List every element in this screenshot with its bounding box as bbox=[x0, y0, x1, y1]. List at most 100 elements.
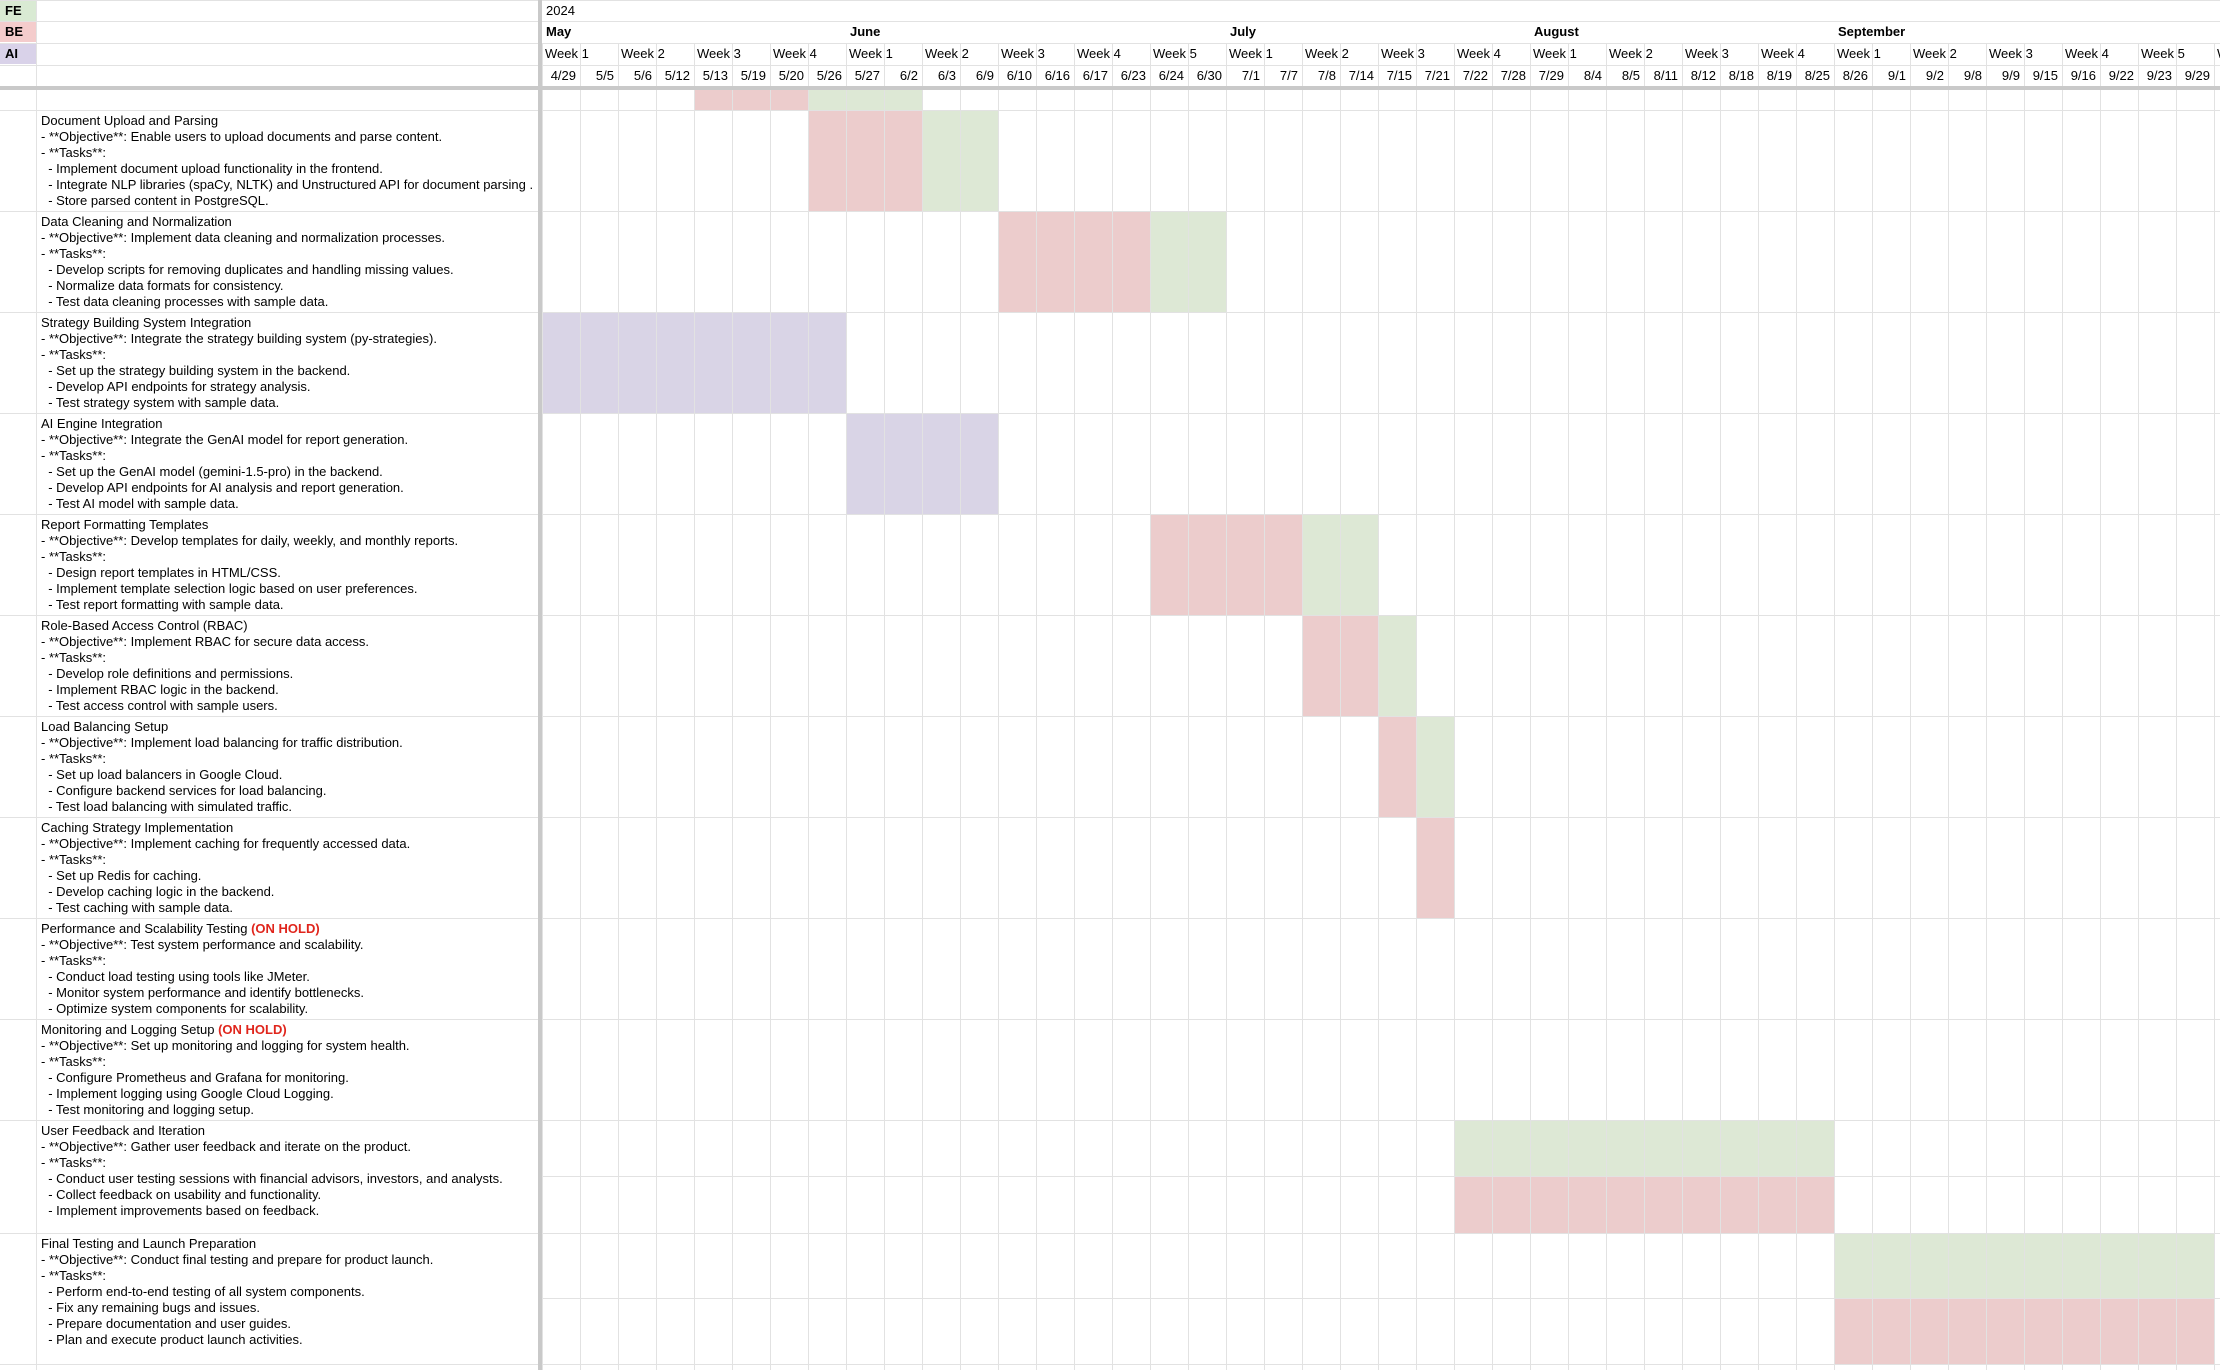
date-cell[interactable]: 8/11 bbox=[1653, 68, 1678, 83]
date-cell[interactable]: 9/15 bbox=[2032, 68, 2058, 83]
task-cell[interactable]: Caching Strategy Implementation - **Objec… bbox=[41, 820, 410, 916]
date-cell[interactable]: 5/13 bbox=[702, 68, 728, 83]
date-cell[interactable]: 9/16 bbox=[2070, 68, 2096, 83]
date-cell[interactable]: 5/5 bbox=[595, 68, 614, 83]
task-cell[interactable]: Final Testing and Launch Preparation - **… bbox=[41, 1236, 433, 1348]
task-cell[interactable]: Document Upload and Parsing - **Objective… bbox=[41, 113, 533, 209]
date-cell[interactable]: 8/26 bbox=[1842, 68, 1868, 83]
task-cell[interactable]: Monitoring and Logging Setup (ON HOLD) - … bbox=[41, 1022, 410, 1118]
week-label[interactable]: Week 4 bbox=[2065, 46, 2109, 61]
date-cell[interactable]: 6/16 bbox=[1044, 68, 1070, 83]
date-cell[interactable]: 8/18 bbox=[1728, 68, 1754, 83]
gantt-bar-fe[interactable] bbox=[1378, 615, 1416, 716]
gantt-bar-be[interactable] bbox=[1416, 817, 1454, 918]
week-label[interactable]: Week 5 bbox=[1153, 46, 1197, 61]
frozen-column-divider[interactable] bbox=[538, 0, 542, 1370]
month-label[interactable]: July bbox=[1230, 24, 1257, 39]
week-label[interactable]: Week 5 bbox=[2141, 46, 2185, 61]
date-cell[interactable]: 5/19 bbox=[740, 68, 766, 83]
date-cell[interactable]: 7/15 bbox=[1386, 68, 1412, 83]
date-cell[interactable]: 6/17 bbox=[1082, 68, 1108, 83]
date-cell[interactable]: 9/2 bbox=[1925, 68, 1944, 83]
month-label[interactable]: May bbox=[546, 24, 572, 39]
task-cell[interactable]: Load Balancing Setup - **Objective**: Imp… bbox=[41, 719, 403, 815]
month-label[interactable]: September bbox=[1838, 24, 1906, 39]
week-label[interactable]: Week 4 bbox=[1457, 46, 1501, 61]
date-cell[interactable]: 5/12 bbox=[664, 68, 690, 83]
date-cell[interactable]: 6/24 bbox=[1158, 68, 1184, 83]
legend-be[interactable]: BE bbox=[0, 21, 36, 42]
month-label[interactable]: August bbox=[1534, 24, 1579, 39]
week-label[interactable]: Week 2 bbox=[1305, 46, 1349, 61]
date-cell[interactable]: 7/29 bbox=[1538, 68, 1564, 83]
task-cell[interactable]: User Feedback and Iteration - **Objective… bbox=[41, 1123, 503, 1219]
date-cell[interactable]: 6/9 bbox=[975, 68, 994, 83]
date-cell[interactable]: 8/5 bbox=[1621, 68, 1640, 83]
week-label[interactable]: Week 3 bbox=[697, 46, 741, 61]
date-cell[interactable]: 5/26 bbox=[816, 68, 842, 83]
date-cell[interactable]: 6/2 bbox=[899, 68, 918, 83]
task-cell[interactable]: Data Cleaning and Normalization - **Objec… bbox=[41, 214, 454, 310]
date-cell[interactable]: 9/9 bbox=[2001, 68, 2020, 83]
task-cell[interactable]: Report Formatting Templates - **Objective… bbox=[41, 517, 458, 613]
week-label[interactable]: Week 1 bbox=[849, 46, 893, 61]
week-label[interactable]: Week 2 bbox=[621, 46, 665, 61]
gantt-bar-be[interactable] bbox=[808, 110, 922, 211]
week-label[interactable]: Week 4 bbox=[773, 46, 817, 61]
week-label[interactable]: Week 3 bbox=[1685, 46, 1729, 61]
date-cell[interactable]: 9/23 bbox=[2146, 68, 2172, 83]
week-label[interactable]: Week 1 bbox=[1229, 46, 1273, 61]
frozen-row-divider[interactable] bbox=[0, 86, 2220, 90]
date-cell[interactable]: 6/3 bbox=[937, 68, 956, 83]
date-cell[interactable]: 8/4 bbox=[1583, 68, 1602, 83]
task-cell[interactable]: AI Engine Integration - **Objective**: In… bbox=[41, 416, 408, 512]
date-cell[interactable]: 7/28 bbox=[1500, 68, 1526, 83]
task-title: User Feedback and Iteration bbox=[41, 1123, 503, 1139]
date-cell[interactable]: 8/19 bbox=[1766, 68, 1792, 83]
date-cell[interactable]: 9/22 bbox=[2108, 68, 2134, 83]
week-label[interactable]: Week 1 bbox=[1837, 46, 1881, 61]
date-cell[interactable]: 9/8 bbox=[1963, 68, 1982, 83]
date-cell[interactable]: 5/20 bbox=[778, 68, 804, 83]
task-cell[interactable]: Performance and Scalability Testing (ON … bbox=[41, 921, 364, 1017]
week-label[interactable]: Week 1 bbox=[545, 46, 589, 61]
date-cell[interactable]: 7/7 bbox=[1279, 68, 1298, 83]
week-label[interactable]: Week 4 bbox=[1077, 46, 1121, 61]
date-cell[interactable]: 7/22 bbox=[1462, 68, 1488, 83]
week-label[interactable]: W bbox=[2217, 43, 2220, 64]
year-label[interactable]: 2024 bbox=[546, 3, 575, 18]
week-label[interactable]: Week 2 bbox=[925, 46, 969, 61]
date-cell[interactable]: 7/21 bbox=[1424, 68, 1450, 83]
week-label[interactable]: Week 4 bbox=[1761, 46, 1805, 61]
gantt-bar-be[interactable] bbox=[1378, 716, 1416, 817]
week-label[interactable]: Week 1 bbox=[1533, 46, 1577, 61]
task-cell[interactable]: Strategy Building System Integration - **… bbox=[41, 315, 437, 411]
week-label[interactable]: Week 3 bbox=[1381, 46, 1425, 61]
date-cell[interactable]: 4/29 bbox=[550, 68, 576, 83]
date-cell[interactable]: 8/12 bbox=[1690, 68, 1716, 83]
week-label[interactable]: Week 3 bbox=[1989, 46, 2033, 61]
date-cell[interactable]: 6/30 bbox=[1196, 68, 1222, 83]
task-cell[interactable]: Role-Based Access Control (RBAC) - **Obje… bbox=[41, 618, 369, 714]
date-cell[interactable]: 5/6 bbox=[633, 68, 652, 83]
gantt-bar-fe[interactable] bbox=[808, 90, 922, 110]
date-cell[interactable]: 6/23 bbox=[1120, 68, 1146, 83]
date-cell[interactable]: 9/29 bbox=[2184, 68, 2210, 83]
month-label[interactable]: June bbox=[850, 24, 881, 39]
date-cell[interactable]: 9/1 bbox=[1887, 68, 1906, 83]
date-cell[interactable]: 7/1 bbox=[1241, 68, 1260, 83]
task-detail-line: - Develop API endpoints for AI analysis … bbox=[41, 480, 404, 495]
week-label[interactable]: Week 3 bbox=[1001, 46, 1045, 61]
gantt-bar-fe[interactable] bbox=[1416, 716, 1454, 817]
date-cell[interactable]: 7/8 bbox=[1317, 68, 1336, 83]
week-label[interactable]: Week 2 bbox=[1609, 46, 1653, 61]
week-label[interactable]: Week 2 bbox=[1913, 46, 1957, 61]
gantt-bar-be[interactable] bbox=[694, 90, 808, 110]
date-cell[interactable]: 7/14 bbox=[1348, 68, 1374, 83]
date-cell[interactable]: 6/10 bbox=[1006, 68, 1032, 83]
legend-fe[interactable]: FE bbox=[0, 0, 36, 21]
date-cell[interactable]: 8/25 bbox=[1804, 68, 1830, 83]
legend-ai[interactable]: AI bbox=[0, 43, 36, 64]
date-cell[interactable]: 5/27 bbox=[854, 68, 880, 83]
